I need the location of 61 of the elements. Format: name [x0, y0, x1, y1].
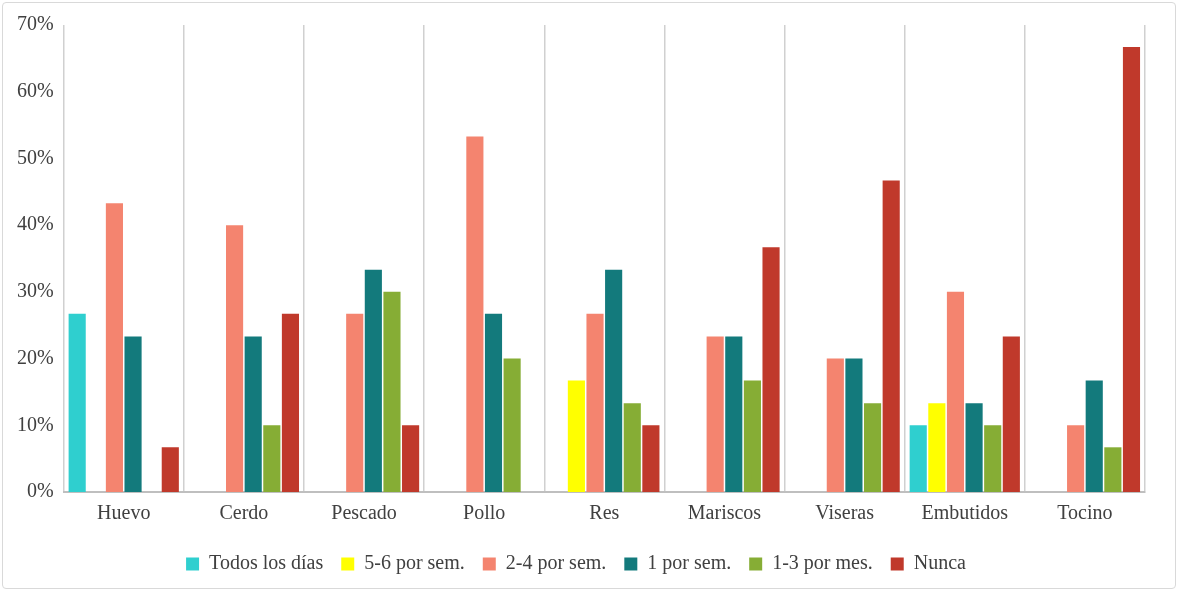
bar: [124, 336, 142, 492]
bar: [1002, 336, 1020, 492]
bar: [484, 313, 503, 492]
bar: [1067, 425, 1085, 492]
legend-label: 5-6 por sem.: [364, 551, 465, 575]
legend-label: Todos los días: [209, 551, 324, 574]
bar: [928, 403, 946, 492]
bar: [567, 380, 585, 492]
bar: [68, 313, 86, 492]
x-tick-label: Mariscos: [687, 501, 762, 524]
bar: [909, 425, 927, 492]
x-tick-label: Viseras: [815, 501, 875, 524]
bar: [105, 203, 123, 492]
x-tick-label: Pescado: [331, 501, 397, 524]
bar: [1122, 47, 1141, 492]
bar: [466, 136, 484, 492]
legend-label: 1-3 por mes.: [772, 551, 873, 575]
bar: [845, 358, 863, 492]
y-tick-label: 20%: [16, 345, 54, 368]
bar: [1085, 380, 1103, 492]
bar: [725, 336, 743, 492]
bar: [161, 447, 179, 492]
bar: [281, 313, 300, 492]
bar: [364, 269, 382, 492]
bar: [623, 403, 641, 492]
x-tick-label: Embutidos: [921, 501, 1009, 524]
bar: [762, 247, 780, 492]
y-tick-label: 70%: [16, 12, 54, 35]
bar: [965, 403, 983, 492]
x-tick-label: Tocino: [1057, 501, 1113, 524]
bar: [1104, 447, 1122, 492]
bar: [226, 225, 244, 492]
x-tick-label: Huevo: [97, 501, 151, 524]
bar: [743, 380, 761, 492]
bar: [586, 313, 604, 492]
legend-label: 2-4 por sem.: [505, 551, 607, 575]
y-tick-label: 50%: [16, 145, 54, 168]
y-tick-label: 0%: [26, 479, 54, 502]
bar: [263, 425, 281, 492]
x-tick-label: Res: [589, 501, 620, 524]
bar: [244, 336, 262, 492]
y-tick-label: 40%: [16, 212, 54, 235]
bar: [346, 313, 364, 492]
legend-label: 1 por sem.: [647, 551, 732, 575]
bar: [864, 403, 882, 492]
y-tick-label: 60%: [16, 78, 54, 101]
bar: [642, 425, 660, 492]
y-tick-label: 10%: [16, 412, 54, 435]
bar: [984, 425, 1002, 492]
x-tick-label: Cerdo: [219, 501, 269, 524]
bar: [826, 358, 844, 492]
legend-label: Nunca: [913, 551, 967, 574]
bar: [383, 291, 401, 492]
y-tick-label: 30%: [16, 279, 54, 302]
bar: [503, 358, 521, 492]
bar: [706, 336, 724, 492]
x-tick-label: Pollo: [463, 501, 506, 524]
bar: [402, 425, 420, 492]
bar: [882, 180, 900, 492]
bar: [605, 269, 623, 492]
bar: [946, 291, 965, 492]
